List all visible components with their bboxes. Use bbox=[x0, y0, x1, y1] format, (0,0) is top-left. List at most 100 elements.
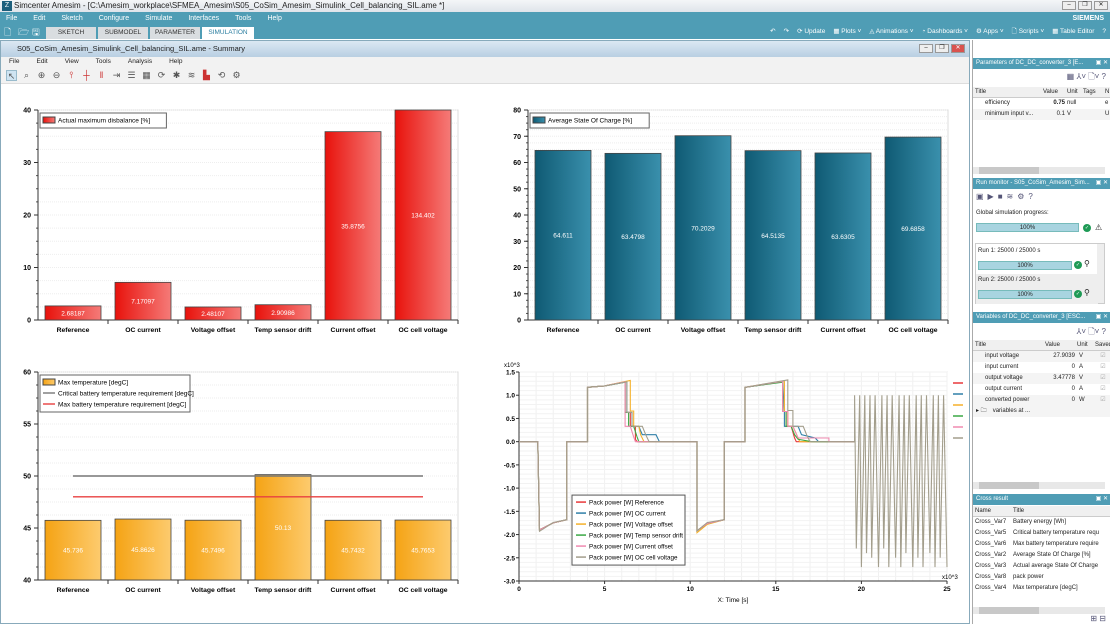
summary-menu-file[interactable]: File bbox=[9, 58, 20, 65]
table-row[interactable]: Cross_Var7 Battery energy [Wh] bbox=[973, 517, 1110, 528]
update-button[interactable]: ⟳ Update bbox=[797, 28, 826, 35]
saved-checkbox[interactable]: ☑ bbox=[1100, 364, 1106, 370]
variables-hscrollbar[interactable] bbox=[973, 482, 1105, 489]
grid-layout-icon[interactable]: ▦ bbox=[142, 69, 151, 80]
crosshair-icon[interactable]: ┼ bbox=[83, 69, 90, 80]
panel-close-icon[interactable]: ▣ ✕ bbox=[1095, 180, 1108, 186]
table-editor-button[interactable]: ▦ Table Editor bbox=[1052, 28, 1095, 35]
summary-menu-view[interactable]: View bbox=[64, 58, 79, 65]
undo-icon[interactable]: ↶ bbox=[770, 28, 776, 35]
refresh-icon[interactable]: ⟳ bbox=[157, 69, 166, 80]
zoom-area-icon[interactable]: ⌕ bbox=[23, 69, 30, 80]
run-monitor-tools-icons[interactable]: ▣▶■≋⚙? bbox=[976, 192, 1037, 201]
list-icon[interactable]: ☰ bbox=[127, 69, 136, 80]
summary-minimize-button[interactable]: – bbox=[919, 44, 933, 53]
saved-checkbox[interactable]: ☑ bbox=[1100, 386, 1106, 392]
table-row[interactable]: minimum input v... 0.1 V U bbox=[973, 109, 1110, 120]
tab-simulation[interactable]: SIMULATION bbox=[202, 27, 254, 39]
summary-close-button[interactable]: ✕ bbox=[951, 44, 965, 53]
open-folder-icon[interactable]: 🗁 bbox=[18, 27, 30, 37]
help-icon[interactable]: ? bbox=[1102, 28, 1106, 35]
minimize-button[interactable]: – bbox=[1062, 1, 1076, 10]
col-value[interactable]: Value bbox=[1045, 342, 1060, 348]
menu-edit[interactable]: Edit bbox=[33, 15, 46, 22]
pin-icon[interactable]: ✱ bbox=[172, 69, 181, 80]
table-row[interactable]: Cross_Var8 pack power bbox=[973, 572, 1110, 583]
soc-bar-chart[interactable]: 0 10 20 30 40 50 60 70 80 64.611 Reference 63.4798 O… bbox=[490, 100, 960, 345]
scripts-button[interactable]: 🗋 Scripts ˅ bbox=[1011, 28, 1045, 35]
menu-file[interactable]: File bbox=[6, 15, 18, 22]
restore-button[interactable]: ❐ bbox=[1078, 1, 1092, 10]
summary-restore-button[interactable]: ❐ bbox=[935, 44, 949, 53]
new-file-icon[interactable]: 🗋 bbox=[4, 27, 12, 37]
table-row[interactable]: output current 0 A ☑ bbox=[973, 384, 1110, 395]
variables-tools-icons[interactable]: ⅄˅ 🗋˅ ? bbox=[1076, 327, 1106, 336]
cursor-arrow-icon[interactable]: ⇥ bbox=[112, 69, 121, 80]
stop-icon[interactable]: ⚠ bbox=[1095, 223, 1103, 232]
table-row[interactable]: Cross_Var2 Average State Of Charge [%] bbox=[973, 550, 1110, 561]
menu-tools[interactable]: Tools bbox=[235, 15, 252, 22]
saved-checkbox[interactable]: ☑ bbox=[1100, 375, 1106, 381]
tab-sketch[interactable]: SKETCH bbox=[46, 27, 96, 39]
temperature-bar-chart[interactable]: 40 45 50 55 60 45.736 Reference 45.8626 OC curre… bbox=[0, 362, 470, 607]
menu-sketch[interactable]: Sketch bbox=[61, 15, 83, 22]
col-title[interactable]: Title bbox=[975, 342, 987, 348]
menu-help[interactable]: Help bbox=[267, 15, 282, 22]
col-name[interactable]: Name bbox=[975, 508, 992, 514]
table-row[interactable]: Cross_Var3 Actual average State Of Charge bbox=[973, 561, 1110, 572]
summary-menu-help[interactable]: Help bbox=[169, 58, 183, 65]
export-icon[interactable]: ⚙ bbox=[232, 69, 241, 80]
curves-icon[interactable]: ≋ bbox=[187, 69, 196, 80]
col-unit[interactable]: Unit bbox=[1077, 342, 1088, 348]
histogram-icon[interactable]: ▙ bbox=[203, 69, 210, 80]
table-row[interactable]: input current 0 A ☑ bbox=[973, 362, 1110, 373]
param-value[interactable]: 0.1 bbox=[1056, 111, 1065, 117]
col-title[interactable]: Title bbox=[1013, 508, 1025, 514]
col-value[interactable]: Value bbox=[1043, 89, 1058, 95]
dashboards-button[interactable]: ◔ Dashboards ˅ bbox=[921, 28, 968, 35]
pack-power-line-chart[interactable]: -3.0 -2.5 -2.0 -1.5 -1.0 -0.5 0.0 0.5 1.0 1.5 0 5 10… bbox=[490, 355, 970, 610]
table-row[interactable]: Cross_Var4 Max temperature [degC] bbox=[973, 583, 1110, 594]
menu-configure[interactable]: Configure bbox=[98, 15, 130, 22]
redo-icon[interactable]: ↷ bbox=[783, 28, 790, 35]
col-tags[interactable]: Tags bbox=[1083, 89, 1096, 95]
col-title[interactable]: Title bbox=[975, 89, 987, 95]
run-info-icon[interactable]: ⚲ bbox=[1084, 288, 1090, 297]
disbalance-bar-chart[interactable]: 0 10 20 30 40 2.68187 Reference 7.17097 OC curre… bbox=[0, 100, 470, 345]
summary-menu-edit[interactable]: Edit bbox=[36, 58, 48, 65]
menu-interfaces[interactable]: Interfaces bbox=[188, 15, 220, 22]
saved-checkbox[interactable]: ☑ bbox=[1100, 397, 1106, 403]
col-saved[interactable]: Saved bbox=[1095, 342, 1110, 348]
apps-button[interactable]: ⚙ Apps ˅ bbox=[975, 28, 1004, 35]
animations-button[interactable]: ◬ Animations ˅ bbox=[869, 28, 914, 35]
tab-submodel[interactable]: SUBMODEL bbox=[98, 27, 148, 39]
summary-menu-tools[interactable]: Tools bbox=[95, 58, 111, 65]
table-row[interactable]: efficiency 0.75 null e bbox=[973, 98, 1110, 109]
param-value[interactable]: 0.75 bbox=[1053, 100, 1065, 106]
select-pointer-icon[interactable]: ↖ bbox=[6, 69, 17, 81]
batch-icon[interactable]: ⟲ bbox=[217, 69, 226, 80]
col-n[interactable]: N bbox=[1105, 89, 1110, 95]
panel-close-icon[interactable]: ▣ ✕ bbox=[1095, 60, 1108, 66]
save-icon[interactable]: 🖫 bbox=[32, 27, 40, 37]
zoom-out-icon[interactable]: ⊖ bbox=[52, 69, 61, 80]
run-info-icon[interactable]: ⚲ bbox=[1084, 259, 1090, 268]
table-row[interactable]: Cross_Var5 Critical battery temperature r… bbox=[973, 528, 1110, 539]
table-row[interactable]: input voltage 27.9039 V ☑ bbox=[973, 351, 1110, 362]
panel-close-icon[interactable]: ▣ ✕ bbox=[1095, 496, 1108, 502]
menu-simulate[interactable]: Simulate bbox=[145, 15, 173, 22]
parameters-hscrollbar[interactable] bbox=[973, 167, 1105, 174]
variables-folder[interactable]: ▸ 🗀 variables at ... bbox=[973, 406, 1110, 417]
panel-close-icon[interactable]: ▣ ✕ bbox=[1095, 314, 1108, 320]
cursor-icon[interactable]: ⫯ bbox=[69, 69, 74, 80]
runs-scrollbar[interactable] bbox=[1097, 244, 1104, 303]
saved-checkbox[interactable]: ☑ bbox=[1100, 353, 1106, 359]
parameters-tools-icons[interactable]: ▦ ⅄˅ 🗋˅ ? bbox=[1066, 72, 1106, 81]
dual-cursor-icon[interactable]: ‖ bbox=[99, 69, 104, 80]
col-unit[interactable]: Unit bbox=[1067, 89, 1078, 95]
summary-menu-analysis[interactable]: Analysis bbox=[127, 58, 153, 65]
cross-result-hscrollbar[interactable] bbox=[973, 607, 1105, 614]
plots-button[interactable]: ▦ Plots ˅ bbox=[833, 28, 862, 35]
close-button[interactable]: ✕ bbox=[1094, 1, 1108, 10]
table-row[interactable]: converted power 0 W ☑ bbox=[973, 395, 1110, 406]
